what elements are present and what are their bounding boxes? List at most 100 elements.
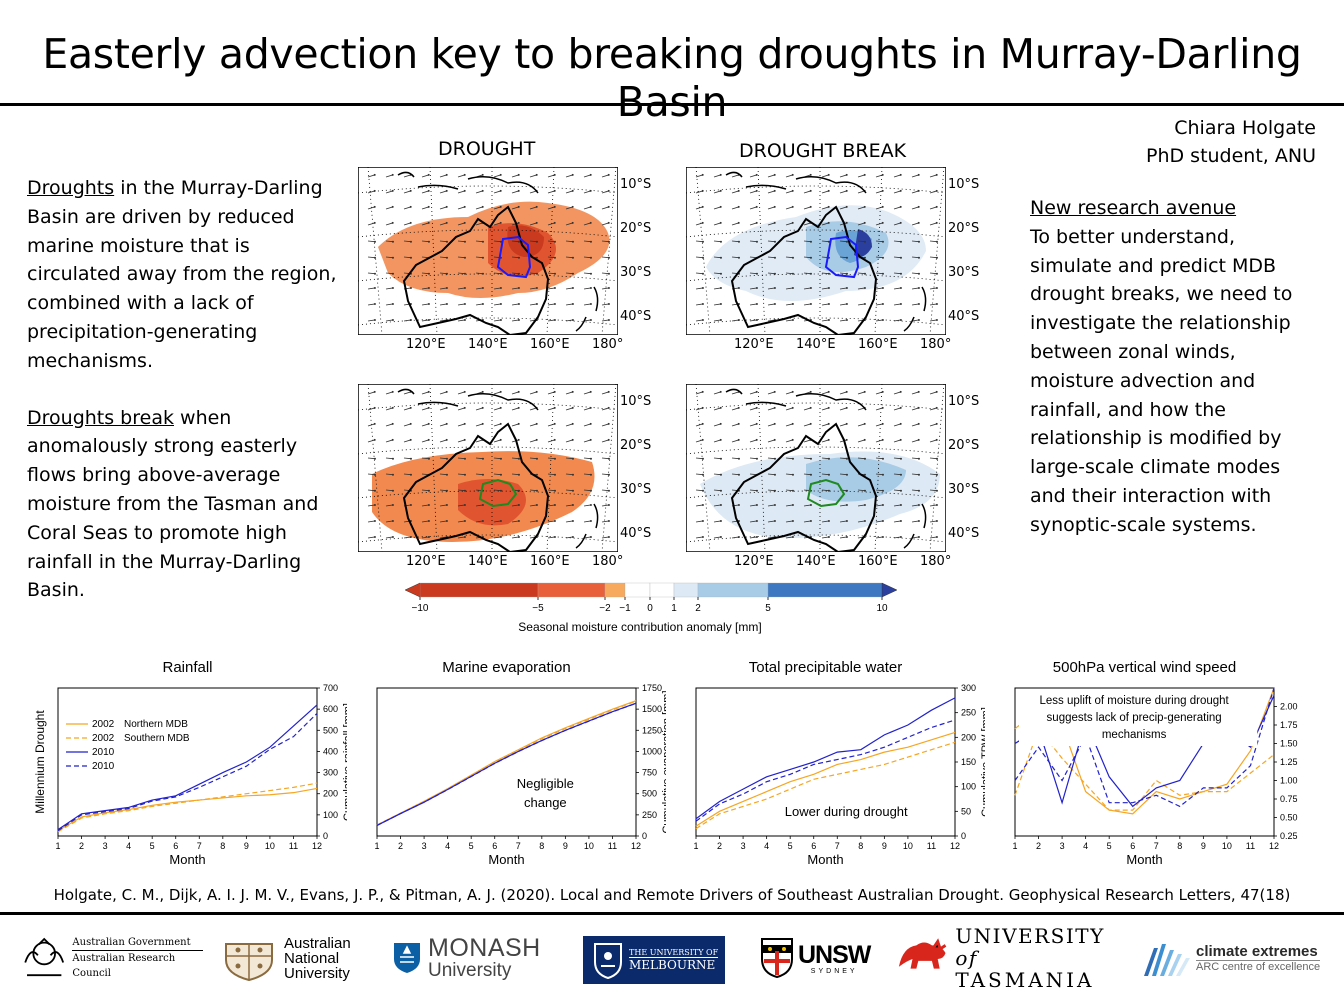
lat-label: 30°S xyxy=(620,265,652,280)
tasmanian-lion-icon xyxy=(898,938,947,969)
y-tick-label: 0 xyxy=(323,831,328,841)
lat-label: 40°S xyxy=(620,309,652,324)
legend-year: 2010 xyxy=(92,761,115,772)
y-tick-label: 700 xyxy=(323,683,338,693)
x-tick-label: 3 xyxy=(741,841,746,851)
x-tick-label: 6 xyxy=(1130,841,1135,851)
lat-label: 30°S xyxy=(948,482,980,497)
series-line-2010-north xyxy=(376,702,637,826)
x-tick-label: 12 xyxy=(1269,841,1279,851)
x-tick-label: 3 xyxy=(103,841,108,851)
y-axis-label: Cumulative TPW [mm] xyxy=(980,707,985,817)
x-tick-label: 8 xyxy=(1177,841,1182,851)
x-tick-label: 7 xyxy=(835,841,840,851)
colorbar-bin xyxy=(673,582,699,598)
unsw-sub: SYDNEY xyxy=(810,967,858,975)
colorbar-bin xyxy=(649,582,675,598)
monash-shield-icon xyxy=(394,943,420,973)
colorbar-tick-label: −1 xyxy=(619,603,631,614)
lat-label: 40°S xyxy=(948,526,980,541)
lon-label: 120°E xyxy=(406,337,446,352)
droughts-break-link: Droughts break xyxy=(27,406,174,429)
y-tick-label: 500 xyxy=(323,725,338,735)
x-tick-label: 3 xyxy=(1060,841,1065,851)
author-name: Chiara Holgate xyxy=(1174,117,1316,139)
y-tick-label: 200 xyxy=(961,732,976,742)
y-tick-label: 100 xyxy=(961,782,976,792)
series-line-2002-south xyxy=(695,741,956,830)
lon-label: 120°E xyxy=(734,554,774,569)
melbourne-crest-icon xyxy=(594,943,622,980)
left-paragraph-2: Droughts break when anomalously strong e… xyxy=(27,406,319,602)
aus-gov-logo: Australian Government Australian Researc… xyxy=(18,928,203,988)
y-tick-label: 150 xyxy=(961,757,976,767)
colorbar-tick-label: 5 xyxy=(765,603,771,614)
y-tick-label: 0 xyxy=(642,831,647,841)
monash-sub: University xyxy=(428,960,512,981)
x-tick-label: 5 xyxy=(1107,841,1112,851)
x-axis-label: Month xyxy=(807,852,843,867)
x-tick-label: 10 xyxy=(584,841,594,851)
y-tick-label: 0.50 xyxy=(1280,813,1298,823)
chart-annotation: Less uplift of moisture during drought xyxy=(1040,695,1230,707)
x-tick-label: 11 xyxy=(608,841,617,851)
x-tick-label: 2 xyxy=(717,841,722,851)
lon-label: 160°E xyxy=(858,337,898,352)
x-tick-label: 6 xyxy=(173,841,178,851)
anu-line3: University xyxy=(284,964,350,982)
lon-label: 140°E xyxy=(468,554,508,569)
x-tick-label: 12 xyxy=(631,841,641,851)
clex-sub: ARC centre of excellence xyxy=(1196,961,1321,973)
lon-label: 120°E xyxy=(406,554,446,569)
lat-label: 20°S xyxy=(620,438,652,453)
research-body: To better understand, simulate and predi… xyxy=(1030,225,1293,536)
x-tick-label: 9 xyxy=(563,841,568,851)
y-tick-label: 0.25 xyxy=(1280,831,1298,841)
y-tick-label: 500 xyxy=(642,789,657,799)
x-tick-label: 9 xyxy=(244,841,249,851)
chart-title: Total precipitable water xyxy=(748,659,903,676)
bottom-rule xyxy=(0,912,1344,915)
lon-label: 160°E xyxy=(858,554,898,569)
colorbar-bin xyxy=(624,582,651,598)
melb-line1: THE UNIVERSITY OF xyxy=(629,948,719,958)
y-tick-label: 1.75 xyxy=(1280,720,1298,730)
x-tick-label: 2 xyxy=(1036,841,1041,851)
x-tick-label: 3 xyxy=(422,841,427,851)
x-tick-label: 8 xyxy=(220,841,225,851)
x-tick-label: 1 xyxy=(374,841,379,851)
x-tick-label: 8 xyxy=(858,841,863,851)
lat-label: 30°S xyxy=(620,482,652,497)
chart-title: Rainfall xyxy=(162,659,213,676)
y-tick-label: 0 xyxy=(961,831,966,841)
x-tick-label: 4 xyxy=(764,841,769,851)
colorbar-tick-label: −10 xyxy=(412,603,429,614)
clex-stripes-icon xyxy=(1144,944,1190,976)
chart-3: 1 2 3 4 5 6 7 8 9 10 11 12Month050100150200250300Cu… xyxy=(693,683,985,867)
colorbar-bin xyxy=(697,582,769,598)
colorbar-tick-label: 0 xyxy=(647,603,653,614)
map-panel-1 xyxy=(358,167,618,335)
y-tick-label: 1.25 xyxy=(1280,757,1298,767)
lat-label: 40°S xyxy=(620,526,652,541)
y-tick-label: 250 xyxy=(642,810,657,820)
chart-annotation: change xyxy=(524,795,567,810)
clex-name: climate extremes xyxy=(1196,943,1321,961)
y-tick-label: 600 xyxy=(323,704,338,714)
lon-label: 120°E xyxy=(734,337,774,352)
x-tick-label: 1 xyxy=(55,841,60,851)
map-label-drought: DROUGHT xyxy=(438,138,536,160)
citation: Holgate, C. M., Dijk, A. I. J. M. V., Ev… xyxy=(53,886,1291,904)
y-tick-label: 2.00 xyxy=(1280,702,1298,712)
lat-label: 10°S xyxy=(620,394,652,409)
map-panel-4 xyxy=(686,384,946,552)
research-heading: New research avenue xyxy=(1030,197,1237,219)
left-paragraph-1: Droughts in the Murray-Darling Basin are… xyxy=(27,177,337,372)
x-tick-label: 8 xyxy=(539,841,544,851)
x-axis-label: Month xyxy=(169,852,205,867)
lat-label: 40°S xyxy=(948,309,980,324)
x-tick-label: 12 xyxy=(950,841,960,851)
series-line-2002-north xyxy=(695,731,956,827)
series-line-2010-north xyxy=(695,697,956,820)
legend-year: 2010 xyxy=(92,747,115,758)
